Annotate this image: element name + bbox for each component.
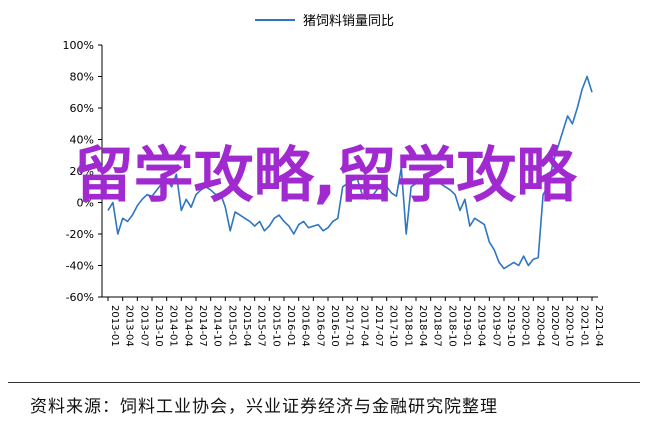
x-tick-label: 2016-10 bbox=[329, 305, 340, 347]
x-tick-label: 2017-10 bbox=[388, 305, 399, 347]
y-tick-label: 0% bbox=[77, 197, 94, 210]
x-tick-label: 2013-01 bbox=[109, 305, 120, 347]
x-tick-label: 2018-10 bbox=[446, 305, 457, 347]
x-tick-label: 2016-07 bbox=[314, 305, 325, 347]
x-tick-label: 2013-10 bbox=[153, 305, 164, 347]
y-tick-label: 80% bbox=[70, 71, 94, 84]
x-tick-label: 2014-01 bbox=[168, 305, 179, 347]
x-tick-label: 2014-10 bbox=[212, 305, 223, 347]
x-tick-label: 2019-01 bbox=[461, 305, 472, 347]
x-tick-label: 2020-10 bbox=[564, 305, 575, 347]
x-tick-label: 2018-07 bbox=[432, 305, 443, 347]
x-tick-label: 2019-07 bbox=[490, 305, 501, 347]
y-tick-label: -60% bbox=[66, 291, 94, 304]
series-line bbox=[107, 75, 593, 270]
source-divider bbox=[8, 382, 640, 429]
x-tick-label: 2021-04 bbox=[593, 305, 604, 347]
x-tick-label: 2020-01 bbox=[520, 305, 531, 347]
x-tick-label: 2015-01 bbox=[226, 305, 237, 347]
source-note: 资料来源：饲料工业协会，兴业证券经济与金融研究院整理 bbox=[30, 397, 498, 417]
x-tick-label: 2016-04 bbox=[300, 305, 311, 347]
x-tick-label: 2014-07 bbox=[197, 305, 208, 347]
x-tick-label: 2017-07 bbox=[373, 305, 384, 347]
x-tick-label: 2019-04 bbox=[476, 305, 487, 347]
x-tick-label: 2017-01 bbox=[344, 305, 355, 347]
x-tick-label: 2015-07 bbox=[256, 305, 267, 347]
x-tick-label: 2014-04 bbox=[182, 305, 193, 347]
y-tick-label: 40% bbox=[70, 134, 94, 147]
y-tick-label: -20% bbox=[66, 228, 94, 241]
y-tick-label: -40% bbox=[66, 260, 94, 273]
x-tick-label: 2017-04 bbox=[358, 305, 369, 347]
x-tick-label: 2020-07 bbox=[549, 305, 560, 347]
x-tick-label: 2020-04 bbox=[534, 305, 545, 347]
y-tick-label: 60% bbox=[70, 102, 94, 115]
x-tick-label: 2015-04 bbox=[241, 305, 252, 347]
x-tick-label: 2018-01 bbox=[402, 305, 413, 347]
x-tick-label: 2016-01 bbox=[285, 305, 296, 347]
x-tick-label: 2013-04 bbox=[124, 305, 135, 347]
x-tick-label: 2019-10 bbox=[505, 305, 516, 347]
legend-label: 猪饲料销量同比 bbox=[303, 14, 394, 29]
x-tick-label: 2013-07 bbox=[138, 305, 149, 347]
x-tick-label: 2015-10 bbox=[270, 305, 281, 347]
x-tick-label: 2021-01 bbox=[578, 305, 589, 347]
x-tick-label: 2018-04 bbox=[417, 305, 428, 347]
y-tick-label: 20% bbox=[70, 165, 94, 178]
y-tick-label: 100% bbox=[63, 39, 94, 52]
